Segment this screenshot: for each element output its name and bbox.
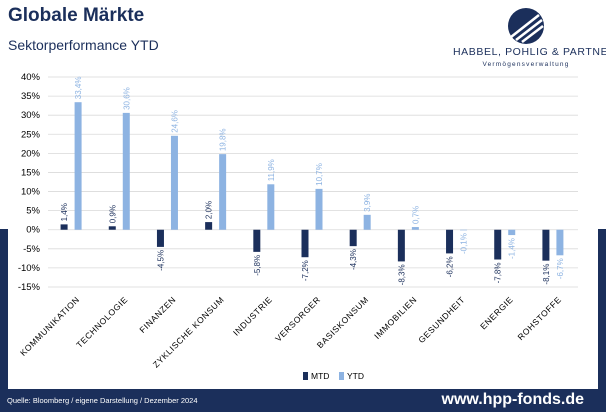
y-tick-label: 15% (21, 167, 41, 178)
mtd-value-label: -8,3% (397, 264, 406, 285)
category-label: TECHNOLOGIE (74, 294, 129, 349)
source-note: Quelle: Bloomberg / eigene Darstellung /… (7, 396, 198, 405)
mtd-value-label: -5,8% (253, 255, 262, 276)
ytd-value-label: -6,7% (556, 258, 565, 279)
ytd-bar (556, 229, 564, 256)
category-label: INDUSTRIE (231, 294, 274, 337)
website-link[interactable]: www.hpp-fonds.de (441, 391, 585, 408)
mtd-value-label: -4,3% (349, 249, 358, 270)
category-label: VERSORGER (273, 294, 322, 343)
page-subtitle: Sektorperformance YTD (8, 37, 159, 53)
category-label: ENERGIE (478, 294, 515, 331)
ytd-value-label: 11,9% (267, 159, 276, 181)
logo-emblem-icon (508, 8, 544, 44)
legend-label-ytd: YTD (347, 371, 364, 381)
ytd-value-label: 10,7% (315, 163, 324, 186)
mtd-value-label: -7,2% (301, 260, 310, 281)
ytd-value-label: -1,4% (508, 238, 517, 259)
mtd-bar (60, 224, 68, 230)
sector-performance-chart: 40% 35% 30% 25% 20% 15% 10% 5% 0% -5% -10% -15% 1,4%… (18, 72, 578, 381)
mtd-bar (349, 229, 357, 247)
ytd-value-label: 30,6% (122, 87, 131, 110)
ytd-value-label: 24,6% (170, 110, 179, 133)
mtd-value-label: 1,4% (60, 203, 69, 221)
ytd-value-label: 19,8% (219, 128, 228, 151)
legend-label-mtd: MTD (311, 371, 329, 381)
category-label: FINANZEN (137, 294, 178, 335)
ytd-bar (122, 112, 130, 230)
ytd-bar (170, 135, 178, 230)
company-logo: HABBEL, POHLIG & PARTNER Vermögensverwal… (453, 6, 606, 70)
mtd-value-label: -8,1% (542, 264, 551, 285)
ytd-bar (315, 188, 323, 230)
y-tick-label: 10% (21, 187, 41, 198)
logo-name: HABBEL, POHLIG & PARTNER (453, 46, 606, 58)
ytd-bar (411, 227, 419, 230)
ytd-bar (219, 154, 227, 230)
category-label: IMMOBILIEN (372, 294, 419, 341)
ytd-value-label: -0,1% (460, 233, 469, 254)
mtd-bar (156, 229, 164, 247)
y-tick-label: 20% (21, 148, 41, 159)
mtd-value-label: -4,5% (156, 250, 165, 271)
y-tick-label: -15% (18, 282, 41, 293)
mtd-bar (108, 226, 116, 230)
y-tick-label: 5% (26, 206, 40, 217)
ytd-value-label: 33,4% (74, 77, 83, 100)
mtd-bar (397, 229, 405, 262)
mtd-bar (253, 229, 261, 252)
y-tick-label: 40% (21, 72, 41, 83)
ytd-value-label: 0,7% (411, 206, 420, 224)
y-tick-label: 35% (21, 91, 41, 102)
page-title: Globale Märkte (8, 5, 145, 26)
ytd-bar (508, 229, 516, 236)
y-tick-label: 25% (21, 129, 41, 140)
y-tick-label: -5% (23, 244, 40, 255)
mtd-value-label: -7,8% (494, 263, 503, 284)
mtd-bar (494, 229, 502, 260)
mtd-value-label: 2,0% (205, 201, 214, 219)
category-label: KOMMUNIKATION (18, 294, 82, 358)
ytd-value-label: 3,9% (363, 194, 372, 212)
mtd-bar (542, 229, 550, 261)
ytd-bar (74, 102, 82, 230)
mtd-value-label: 0,9% (108, 205, 117, 223)
ytd-bar (460, 229, 468, 231)
left-accent-bar (0, 229, 8, 389)
y-tick-label: 0% (26, 225, 40, 236)
mtd-bar (205, 222, 213, 230)
logo-tagline: Vermögensverwaltung (482, 61, 570, 68)
y-tick-label: -10% (18, 263, 41, 274)
y-tick-label: 30% (21, 110, 41, 121)
legend-swatch-mtd (303, 372, 308, 380)
category-label: ROHSTOFFE (515, 294, 563, 342)
footer-bar: Quelle: Bloomberg / eigene Darstellung /… (0, 389, 606, 412)
ytd-bar (363, 214, 371, 230)
ytd-bar (267, 184, 275, 230)
right-accent-bar (598, 229, 606, 389)
mtd-bar (446, 229, 454, 254)
mtd-value-label: -6,2% (446, 256, 455, 277)
category-label: BASISKONSUM (315, 294, 371, 350)
mtd-bar (301, 229, 309, 258)
legend-swatch-ytd (339, 372, 344, 380)
category-label: GESUNDHEIT (416, 294, 467, 345)
